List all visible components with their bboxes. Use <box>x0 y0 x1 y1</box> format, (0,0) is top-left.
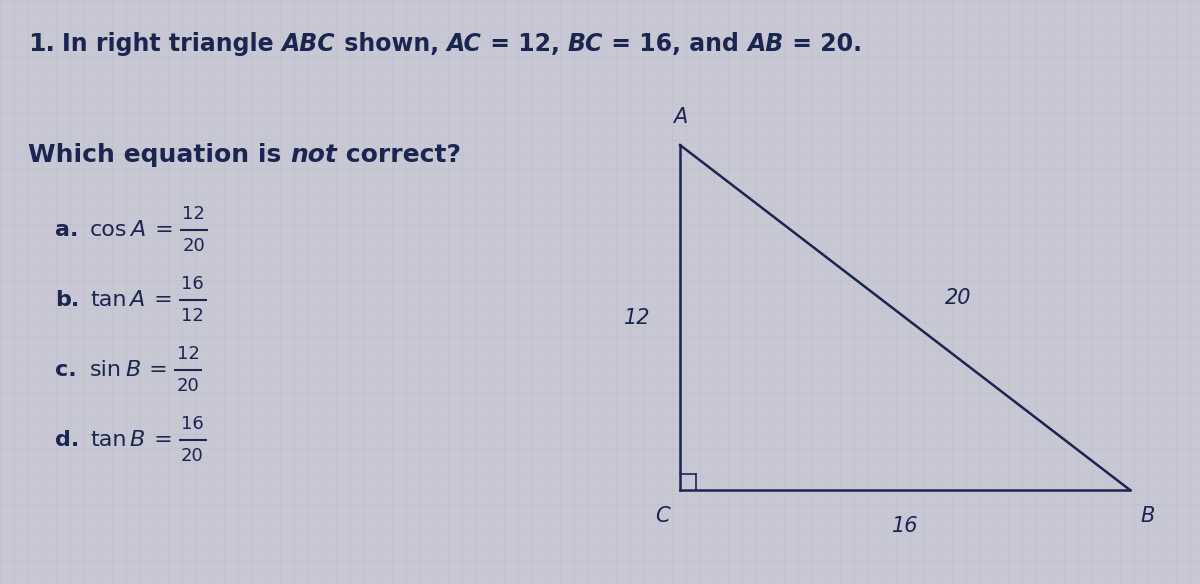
Text: cos: cos <box>90 220 127 240</box>
Text: c.: c. <box>55 360 77 380</box>
Text: A: A <box>130 290 145 310</box>
Text: 12: 12 <box>181 307 204 325</box>
Text: 20: 20 <box>182 237 205 255</box>
Text: d.: d. <box>55 430 79 450</box>
Text: 12: 12 <box>176 345 199 363</box>
Text: Which equation is: Which equation is <box>28 143 290 167</box>
Text: B: B <box>1141 506 1156 526</box>
Text: A: A <box>673 107 688 127</box>
Text: = 12,: = 12, <box>481 32 568 56</box>
Text: ABC: ABC <box>282 32 336 56</box>
Text: = 16, and: = 16, and <box>604 32 748 56</box>
Text: 20: 20 <box>181 447 204 465</box>
Text: In right triangle: In right triangle <box>62 32 282 56</box>
Text: B: B <box>130 430 145 450</box>
Text: tan: tan <box>90 430 126 450</box>
Text: sin: sin <box>90 360 122 380</box>
Text: =: = <box>143 360 168 380</box>
Text: 16: 16 <box>892 516 918 536</box>
Text: 20: 20 <box>176 377 199 395</box>
Text: not: not <box>290 143 337 167</box>
Text: 12: 12 <box>624 308 650 328</box>
Text: AB: AB <box>748 32 784 56</box>
Text: 20: 20 <box>946 287 972 308</box>
Text: 1.: 1. <box>28 32 55 56</box>
Text: A: A <box>131 220 145 240</box>
Text: = 20.: = 20. <box>784 32 862 56</box>
Text: tan: tan <box>90 290 126 310</box>
Text: shown,: shown, <box>336 32 446 56</box>
Text: AC: AC <box>446 32 481 56</box>
Text: 16: 16 <box>181 275 204 293</box>
Text: b.: b. <box>55 290 79 310</box>
Text: C: C <box>655 506 670 526</box>
Text: a.: a. <box>55 220 78 240</box>
Text: =: = <box>148 220 174 240</box>
Text: correct?: correct? <box>337 143 461 167</box>
Text: =: = <box>146 430 173 450</box>
Text: BC: BC <box>568 32 604 56</box>
Text: 16: 16 <box>181 415 204 433</box>
Text: =: = <box>146 290 173 310</box>
Text: B: B <box>125 360 140 380</box>
Text: 12: 12 <box>182 205 205 223</box>
